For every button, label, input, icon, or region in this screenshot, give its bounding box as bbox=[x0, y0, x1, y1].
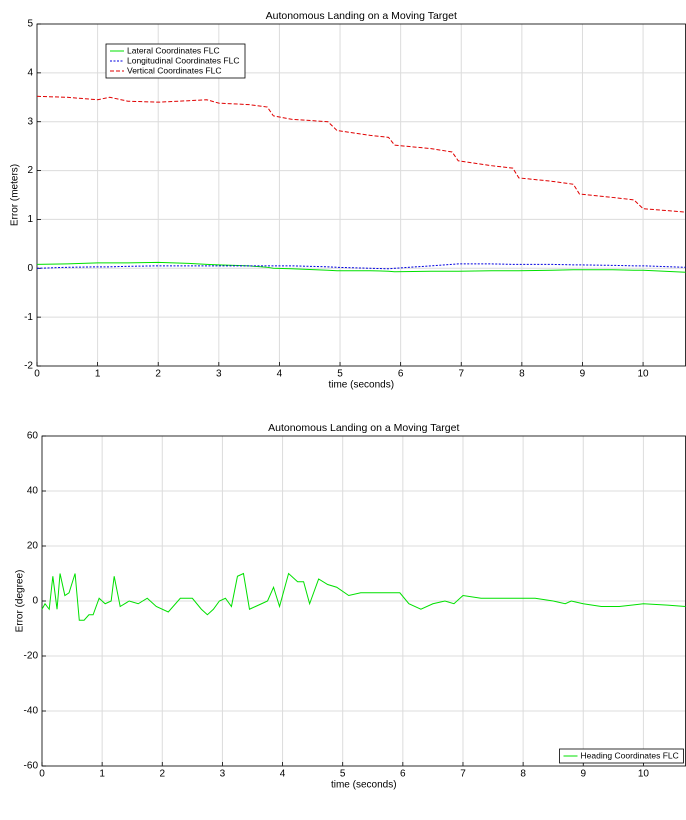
legend-label: Lateral Coordinates FLC bbox=[127, 45, 220, 55]
x-tick-label: 4 bbox=[277, 369, 283, 380]
y-tick-label: 5 bbox=[27, 19, 33, 30]
x-tick-label: 6 bbox=[398, 369, 404, 380]
chart-title: Autonomous Landing on a Moving Target bbox=[266, 10, 457, 22]
x-tick-label: 9 bbox=[580, 769, 586, 780]
y-tick-label: 20 bbox=[27, 541, 39, 552]
legend-box bbox=[105, 43, 246, 79]
series-line bbox=[41, 572, 686, 621]
y-tick-label: -1 bbox=[24, 312, 33, 323]
series-line bbox=[36, 261, 686, 273]
x-tick-label: 5 bbox=[337, 369, 343, 380]
x-tick-label: 7 bbox=[460, 769, 466, 780]
series-line bbox=[36, 263, 686, 270]
chart-title: Autonomous Landing on a Moving Target bbox=[268, 422, 459, 434]
x-tick-label: 5 bbox=[340, 769, 346, 780]
y-tick-label: 0 bbox=[32, 596, 38, 607]
legend-label: Longitudinal Coordinates FLC bbox=[127, 55, 239, 65]
legend: Heading Coordinates FLC bbox=[559, 748, 684, 764]
x-tick-label: 10 bbox=[638, 769, 650, 780]
y-tick-label: 4 bbox=[27, 67, 33, 78]
x-tick-label: 8 bbox=[520, 769, 526, 780]
plot-area bbox=[37, 24, 686, 366]
y-tick-label: 3 bbox=[27, 116, 33, 127]
legend-label: Vertical Coordinates FLC bbox=[127, 65, 222, 75]
series-line bbox=[36, 95, 686, 213]
x-tick-label: 3 bbox=[216, 369, 222, 380]
y-tick-label: -2 bbox=[24, 361, 33, 372]
legend-label: Heading Coordinates FLC bbox=[581, 750, 679, 760]
x-tick-label: 0 bbox=[39, 769, 45, 780]
y-tick-label: 2 bbox=[27, 165, 33, 176]
x-tick-label: 0 bbox=[34, 369, 40, 380]
y-tick-label: -20 bbox=[24, 651, 39, 662]
x-axis-label: time (seconds) bbox=[331, 780, 397, 791]
y-tick-label: 1 bbox=[27, 214, 33, 225]
y-tick-label: -60 bbox=[24, 761, 39, 772]
x-tick-label: 8 bbox=[519, 369, 525, 380]
x-tick-label: 3 bbox=[220, 769, 226, 780]
x-tick-label: 1 bbox=[95, 369, 101, 380]
x-tick-label: 6 bbox=[400, 769, 406, 780]
x-axis-label: time (seconds) bbox=[328, 380, 394, 391]
legend-box bbox=[559, 748, 684, 764]
x-tick-label: 1 bbox=[99, 769, 105, 780]
x-tick-label: 7 bbox=[458, 369, 464, 380]
y-tick-label: 40 bbox=[27, 486, 39, 497]
x-tick-label: 9 bbox=[580, 369, 586, 380]
x-tick-label: 2 bbox=[159, 769, 165, 780]
y-axis-label: Error (degree) bbox=[15, 570, 26, 633]
y-tick-label: 60 bbox=[27, 431, 39, 442]
y-axis-label: Error (meters) bbox=[10, 164, 21, 226]
y-tick-label: -40 bbox=[24, 706, 39, 717]
chart: 0 1 2 3 4 5 6 7 8 9 10 -2 -1 0 1 2 3 4 5 Autonomous Landing… bbox=[10, 10, 686, 391]
chart: 0 1 2 3 4 5 6 7 8 9 10 -60 -40 -20 0 20 40 60 Autonomous L… bbox=[15, 422, 686, 791]
x-tick-label: 4 bbox=[280, 769, 286, 780]
x-tick-label: 10 bbox=[638, 369, 650, 380]
x-tick-label: 2 bbox=[155, 369, 161, 380]
y-tick-label: 0 bbox=[27, 263, 33, 274]
